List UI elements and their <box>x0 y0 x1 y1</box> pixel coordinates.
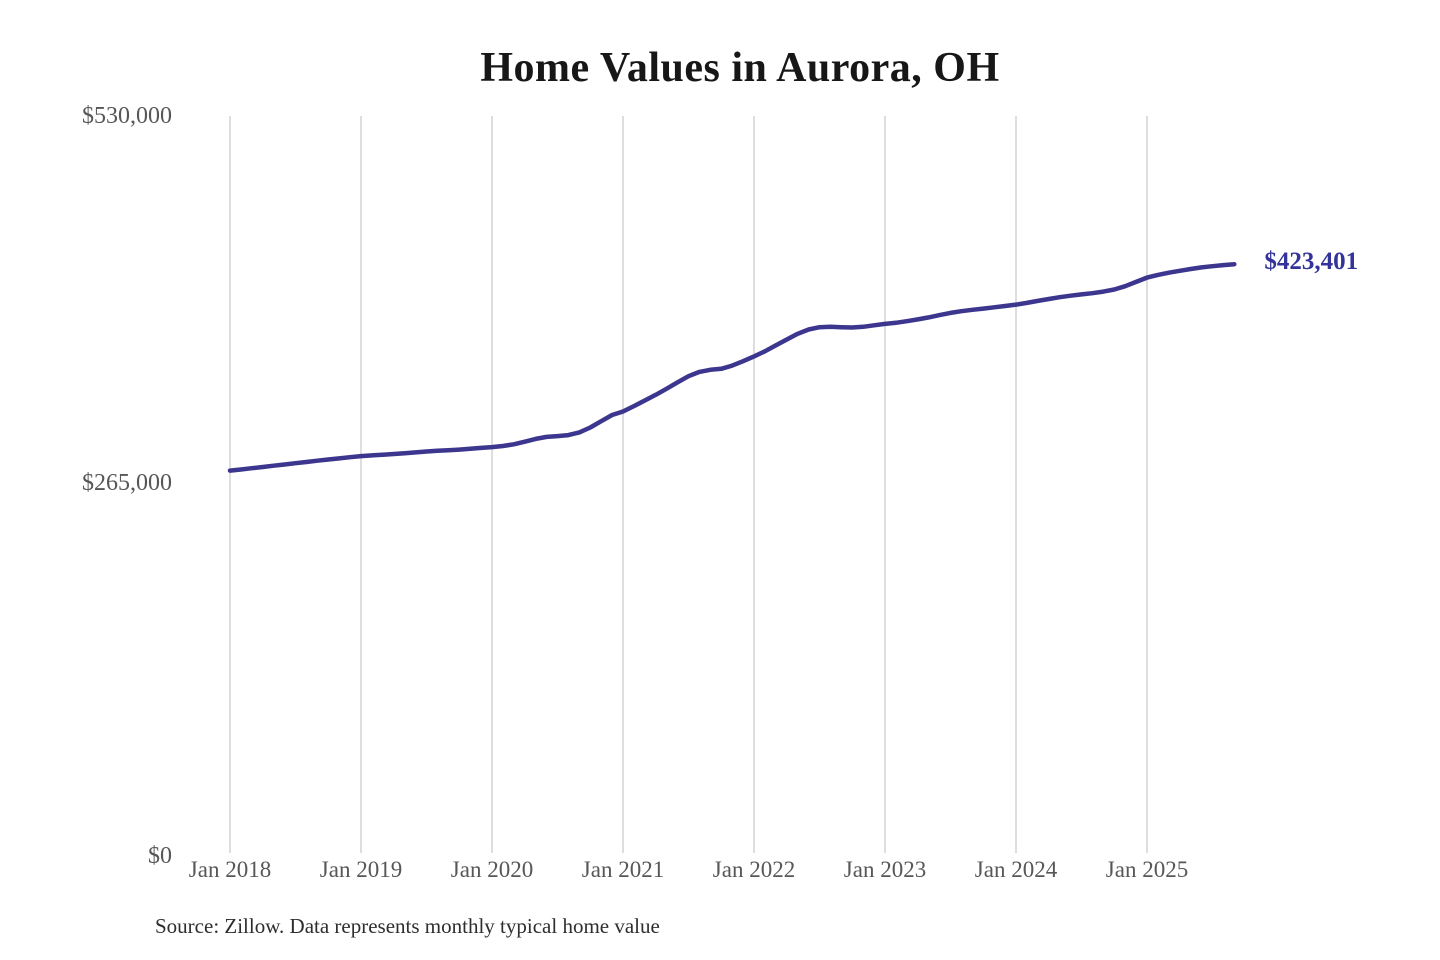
x-tick-label-2022: Jan 2022 <box>712 857 796 882</box>
x-tick-label-2023: Jan 2023 <box>843 857 927 882</box>
home-value-series-line <box>227 261 1237 473</box>
x-tick-label-2019: Jan 2019 <box>319 857 403 882</box>
chart-title: Home Values in Aurora, OH <box>480 45 1000 91</box>
x-tick-label-2020: Jan 2020 <box>450 857 534 882</box>
y-tick-label-0: $0 <box>148 843 172 869</box>
x-tick-label-2021: Jan 2021 <box>581 857 665 882</box>
y-tick-label-265000: $265,000 <box>82 470 172 496</box>
end-value-label: $423,401 <box>1264 248 1359 276</box>
source-note: Source: Zillow. Data represents monthly … <box>155 914 660 938</box>
x-tick-label-2018: Jan 2018 <box>188 857 272 882</box>
x-tick-label-2025: Jan 2025 <box>1105 857 1189 882</box>
x-tick-label-2024: Jan 2024 <box>974 857 1058 882</box>
y-tick-label-530000: $530,000 <box>82 103 172 129</box>
